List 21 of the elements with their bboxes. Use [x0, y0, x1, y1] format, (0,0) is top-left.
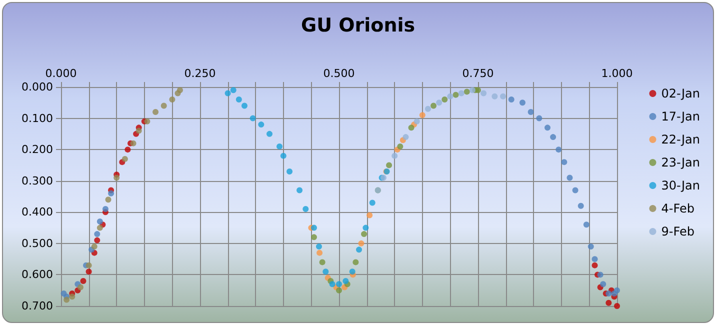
legend-label: 02-Jan [661, 86, 700, 100]
y-tick-label: 0.300 [22, 174, 53, 188]
y-tick-label: 0.400 [22, 206, 53, 219]
legend-label: 23-Jan [661, 156, 700, 170]
legend-label: 9-Feb [661, 224, 694, 238]
legend-label: 4-Feb [661, 202, 694, 216]
x-tick-label: 0.250 [184, 67, 216, 80]
legend-label: 17-Jan [661, 110, 700, 124]
y-tick-label: 0.100 [22, 112, 53, 125]
y-tick-label: 0.700 [22, 300, 53, 312]
y-tick-label: 0.500 [22, 236, 53, 250]
legend-label: 22-Jan [661, 132, 700, 146]
x-tick-label: 0.750 [462, 67, 494, 80]
y-tick-label: 0.200 [22, 143, 53, 156]
y-tick-label: 0.000 [22, 80, 53, 94]
x-tick-label: 1.000 [601, 67, 633, 80]
y-tick-label: 0.600 [22, 268, 53, 282]
legend-label: 30-Jan [661, 178, 700, 192]
x-tick-label: 0.500 [323, 67, 355, 80]
chart-title: GU Orionis [300, 14, 416, 36]
x-tick-label: 0.000 [45, 67, 77, 80]
